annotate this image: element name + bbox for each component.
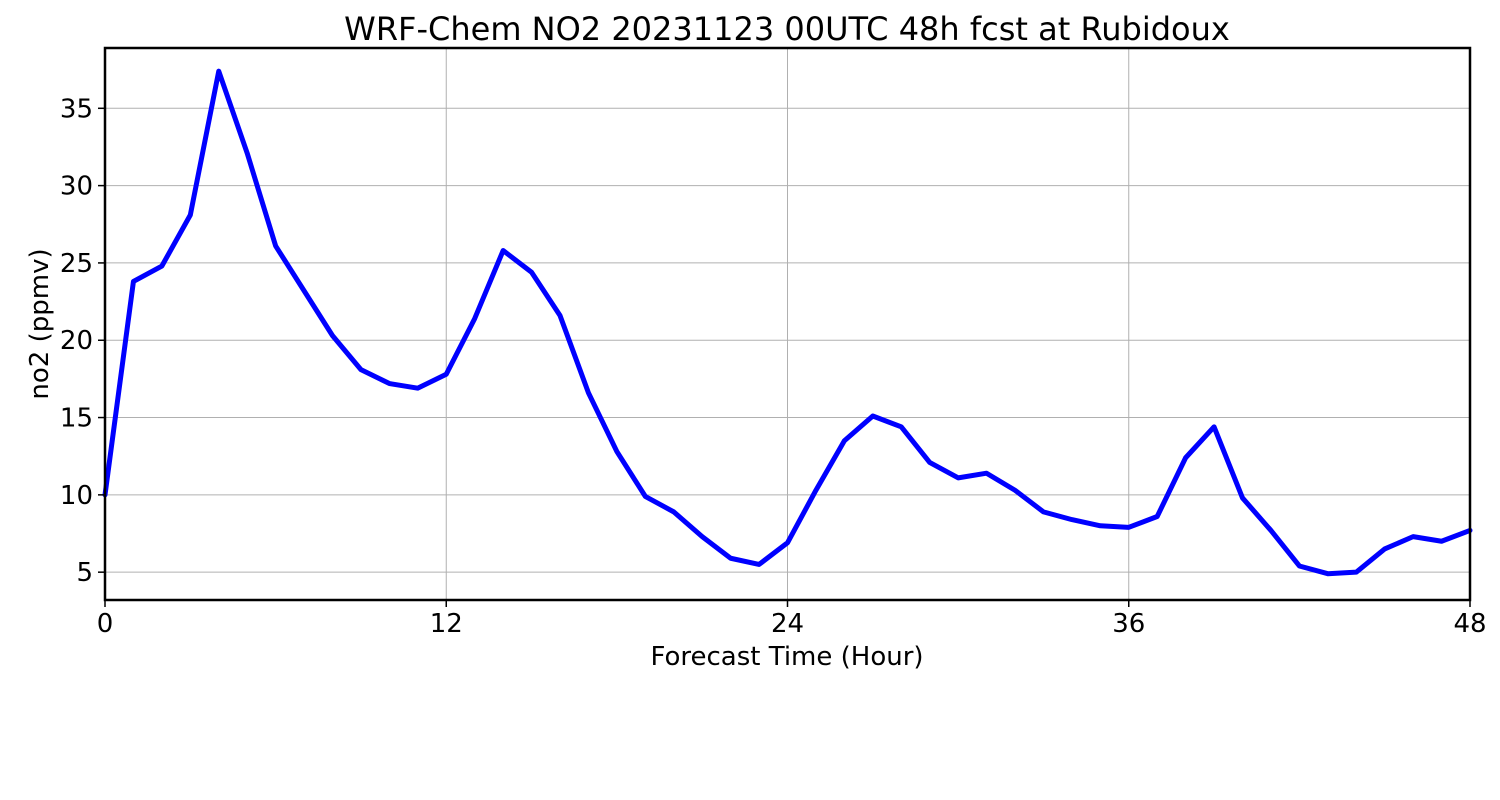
series-line: [102, 68, 1473, 577]
chart-title: WRF-Chem NO2 20231123 00UTC 48h fcst at …: [344, 10, 1230, 48]
y-axis-title: no2 (ppmv): [25, 248, 55, 399]
y-tick-label: 10: [60, 481, 93, 511]
x-tick-label: 24: [771, 609, 804, 639]
y-tick-label: 15: [60, 404, 93, 434]
plot-line-layer: [102, 68, 1473, 577]
x-tick-label: 0: [97, 609, 114, 639]
y-tick-label: 30: [60, 172, 93, 202]
y-tick-label: 25: [60, 249, 93, 279]
y-tick-label: 5: [76, 558, 93, 588]
x-tick-label: 36: [1112, 609, 1145, 639]
x-tick-label: 48: [1453, 609, 1486, 639]
x-axis-title: Forecast Time (Hour): [650, 642, 923, 672]
x-tick-label: 12: [430, 609, 463, 639]
ticks: 0 12 24 36 48 5 10 15 20 25 30 35: [60, 94, 1487, 639]
y-tick-label: 35: [60, 94, 93, 124]
y-tick-label: 20: [60, 326, 93, 356]
